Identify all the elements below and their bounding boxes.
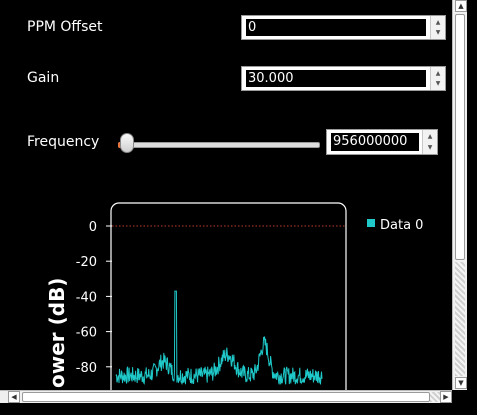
- spin-down-icon[interactable]: ▼: [435, 80, 441, 87]
- horizontal-scroll-track[interactable]: [430, 392, 440, 402]
- vertical-scroll-thumb[interactable]: [455, 14, 465, 260]
- frequency-slider-handle[interactable]: [120, 133, 134, 153]
- spin-down-icon[interactable]: ▼: [427, 144, 433, 151]
- power-chart: 0 -20 -40 -60 -80 ower (dB) Data 0: [45, 202, 423, 390]
- data-0-trace: [115, 290, 323, 385]
- y-axis-label: ower (dB): [45, 278, 69, 388]
- frequency-value[interactable]: 956000000: [331, 133, 419, 151]
- spin-up-icon[interactable]: ▲: [435, 19, 441, 26]
- y-tick-label: -40: [76, 290, 97, 305]
- plot-frame: [110, 202, 347, 390]
- gain-label: Gain: [27, 70, 60, 86]
- scroll-left-icon[interactable]: ◀: [8, 391, 20, 403]
- legend-swatch: [367, 219, 375, 227]
- ppm-offset-value[interactable]: 0: [246, 19, 426, 36]
- scroll-up-icon[interactable]: ▲: [455, 0, 467, 12]
- spin-down-icon[interactable]: ▼: [435, 29, 441, 36]
- ppm-offset-label: PPM Offset: [27, 19, 103, 35]
- horizontal-scroll-thumb[interactable]: [22, 392, 430, 402]
- scroll-down-icon[interactable]: ▼: [455, 377, 467, 389]
- gain-arrows[interactable]: ▲ ▼: [430, 67, 445, 90]
- scroll-right-icon[interactable]: ▶: [440, 391, 452, 403]
- gain-spinbox[interactable]: 30.000 ▲ ▼: [241, 66, 446, 91]
- gain-value[interactable]: 30.000: [246, 70, 426, 87]
- bottom-edge: [0, 403, 477, 415]
- spin-up-icon[interactable]: ▲: [435, 70, 441, 77]
- frequency-spinbox[interactable]: 956000000 ▲ ▼: [326, 129, 438, 155]
- y-tick-label: -60: [76, 326, 97, 341]
- ppm-offset-arrows[interactable]: ▲ ▼: [430, 16, 445, 39]
- spin-up-icon[interactable]: ▲: [427, 133, 433, 140]
- vertical-scroll-track[interactable]: [455, 262, 465, 376]
- ppm-offset-spinbox[interactable]: 0 ▲ ▼: [241, 15, 446, 40]
- frequency-label: Frequency: [27, 134, 100, 150]
- legend-label: Data 0: [380, 218, 423, 233]
- y-tick-label: -80: [76, 361, 97, 376]
- frequency-arrows[interactable]: ▲ ▼: [422, 130, 437, 154]
- y-tick-label: 0: [89, 220, 97, 235]
- y-tick-label: -20: [76, 255, 97, 270]
